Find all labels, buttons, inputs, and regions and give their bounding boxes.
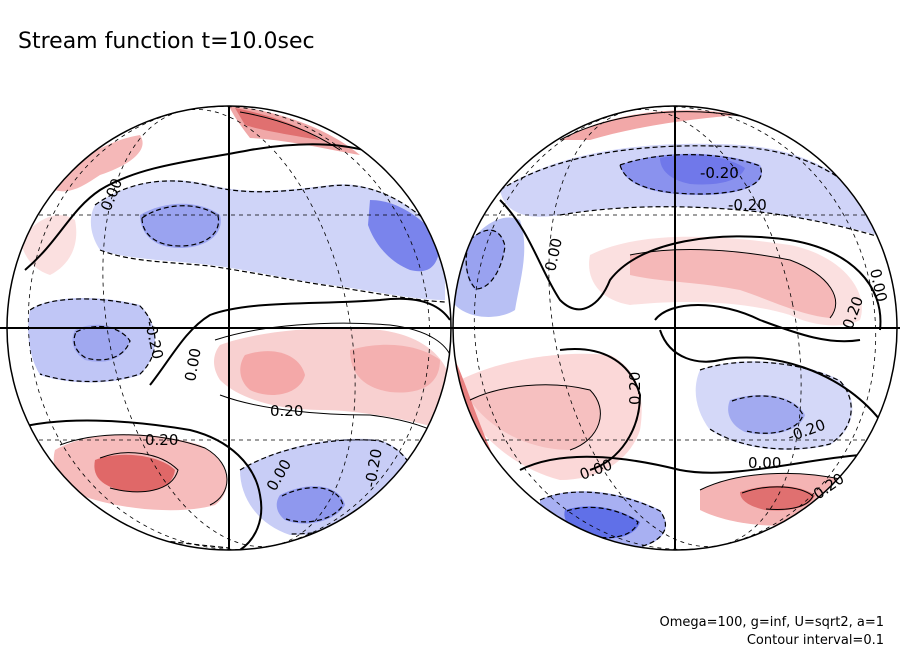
- left-globe-outline: [6, 105, 452, 551]
- right-contour-neg-8: [566, 506, 639, 539]
- left-label-4: 0.20: [145, 431, 178, 449]
- right-positive-core-se: [740, 485, 815, 511]
- right-zero-contour-2: [654, 304, 861, 343]
- right-zero-contour-1: [499, 199, 882, 331]
- left-contour-neg-1: [94, 180, 446, 241]
- left-positive-core-east: [350, 344, 440, 393]
- left-zero-contour-1: [24, 143, 421, 271]
- right-label-7: 0.00: [748, 454, 781, 472]
- right-shading: [455, 110, 895, 550]
- right-contour-neg-4: [465, 229, 506, 290]
- right-contour-neg-3: [559, 206, 896, 243]
- left-label-3: 0.20: [270, 402, 303, 420]
- left-negative-core-se: [276, 486, 345, 524]
- right-contour-pos-4: [741, 486, 814, 510]
- right-contour-pos-1: [629, 249, 837, 319]
- right-negative-core-north-inner: [660, 155, 745, 185]
- right-zero-contour-5: [559, 348, 642, 471]
- left-shading: [20, 106, 450, 535]
- parameters-note: Omega=100, g=inf, U=sqrt2, a=1: [660, 615, 884, 630]
- left-contour-neg-3: [141, 205, 220, 247]
- right-positive-core-sw: [470, 384, 601, 450]
- right-label-0: -0.20: [700, 164, 739, 182]
- left-negative-core-west: [72, 324, 130, 362]
- contour-interval-note: Contour interval=0.1: [747, 633, 884, 648]
- right-contour-neg-1: [499, 145, 894, 241]
- left-zero-contour-2: [149, 297, 451, 386]
- left-contour-neg-7: [281, 487, 344, 523]
- left-positive-core-center: [240, 351, 305, 395]
- figure-title: Stream function t=10.0sec: [18, 29, 315, 54]
- left-hemisphere: 0.00 -0.20 0.00 0.20 0.20 0.00 -0.20: [0, 105, 455, 551]
- right-label-4: -0.20: [728, 196, 767, 214]
- left-label-2: 0.00: [181, 347, 205, 383]
- right-contours: [465, 111, 896, 550]
- left-contour-pos-4: [99, 452, 179, 493]
- right-contour-neg-2: [619, 154, 762, 195]
- left-negative-core-east: [368, 200, 440, 272]
- left-contour-neg-2: [99, 249, 446, 303]
- right-zero-contour-3: [659, 329, 881, 421]
- right-contour-neg-6: [731, 395, 804, 434]
- left-positive-core-sw: [94, 454, 175, 492]
- right-label-5: 0.20: [626, 372, 644, 405]
- right-contour-pos-2: [469, 384, 601, 451]
- left-contour-neg-5: [73, 325, 131, 361]
- right-positive-core-ne: [630, 249, 836, 318]
- right-contour-neg-5: [699, 361, 852, 450]
- left-contour-neg-4: [29, 298, 156, 383]
- right-hemisphere: -0.20 0.00 0.00 0.20 -0.20 0.20 -0.20 0.…: [452, 105, 900, 551]
- right-positive-region-north: [560, 110, 740, 140]
- left-contour-pos-5: [239, 111, 341, 151]
- left-contour-pos-1: [214, 322, 451, 361]
- left-zero-contour-3: [9, 419, 263, 550]
- left-positive-core-north: [235, 108, 320, 140]
- right-negative-core-east: [728, 395, 805, 435]
- right-contour-neg-7: [539, 491, 666, 550]
- right-contour-pos-5: [559, 111, 741, 141]
- right-zero-contour-4: [519, 454, 861, 474]
- left-contour-pos-3: [59, 434, 228, 506]
- right-globe-outline: [452, 105, 898, 551]
